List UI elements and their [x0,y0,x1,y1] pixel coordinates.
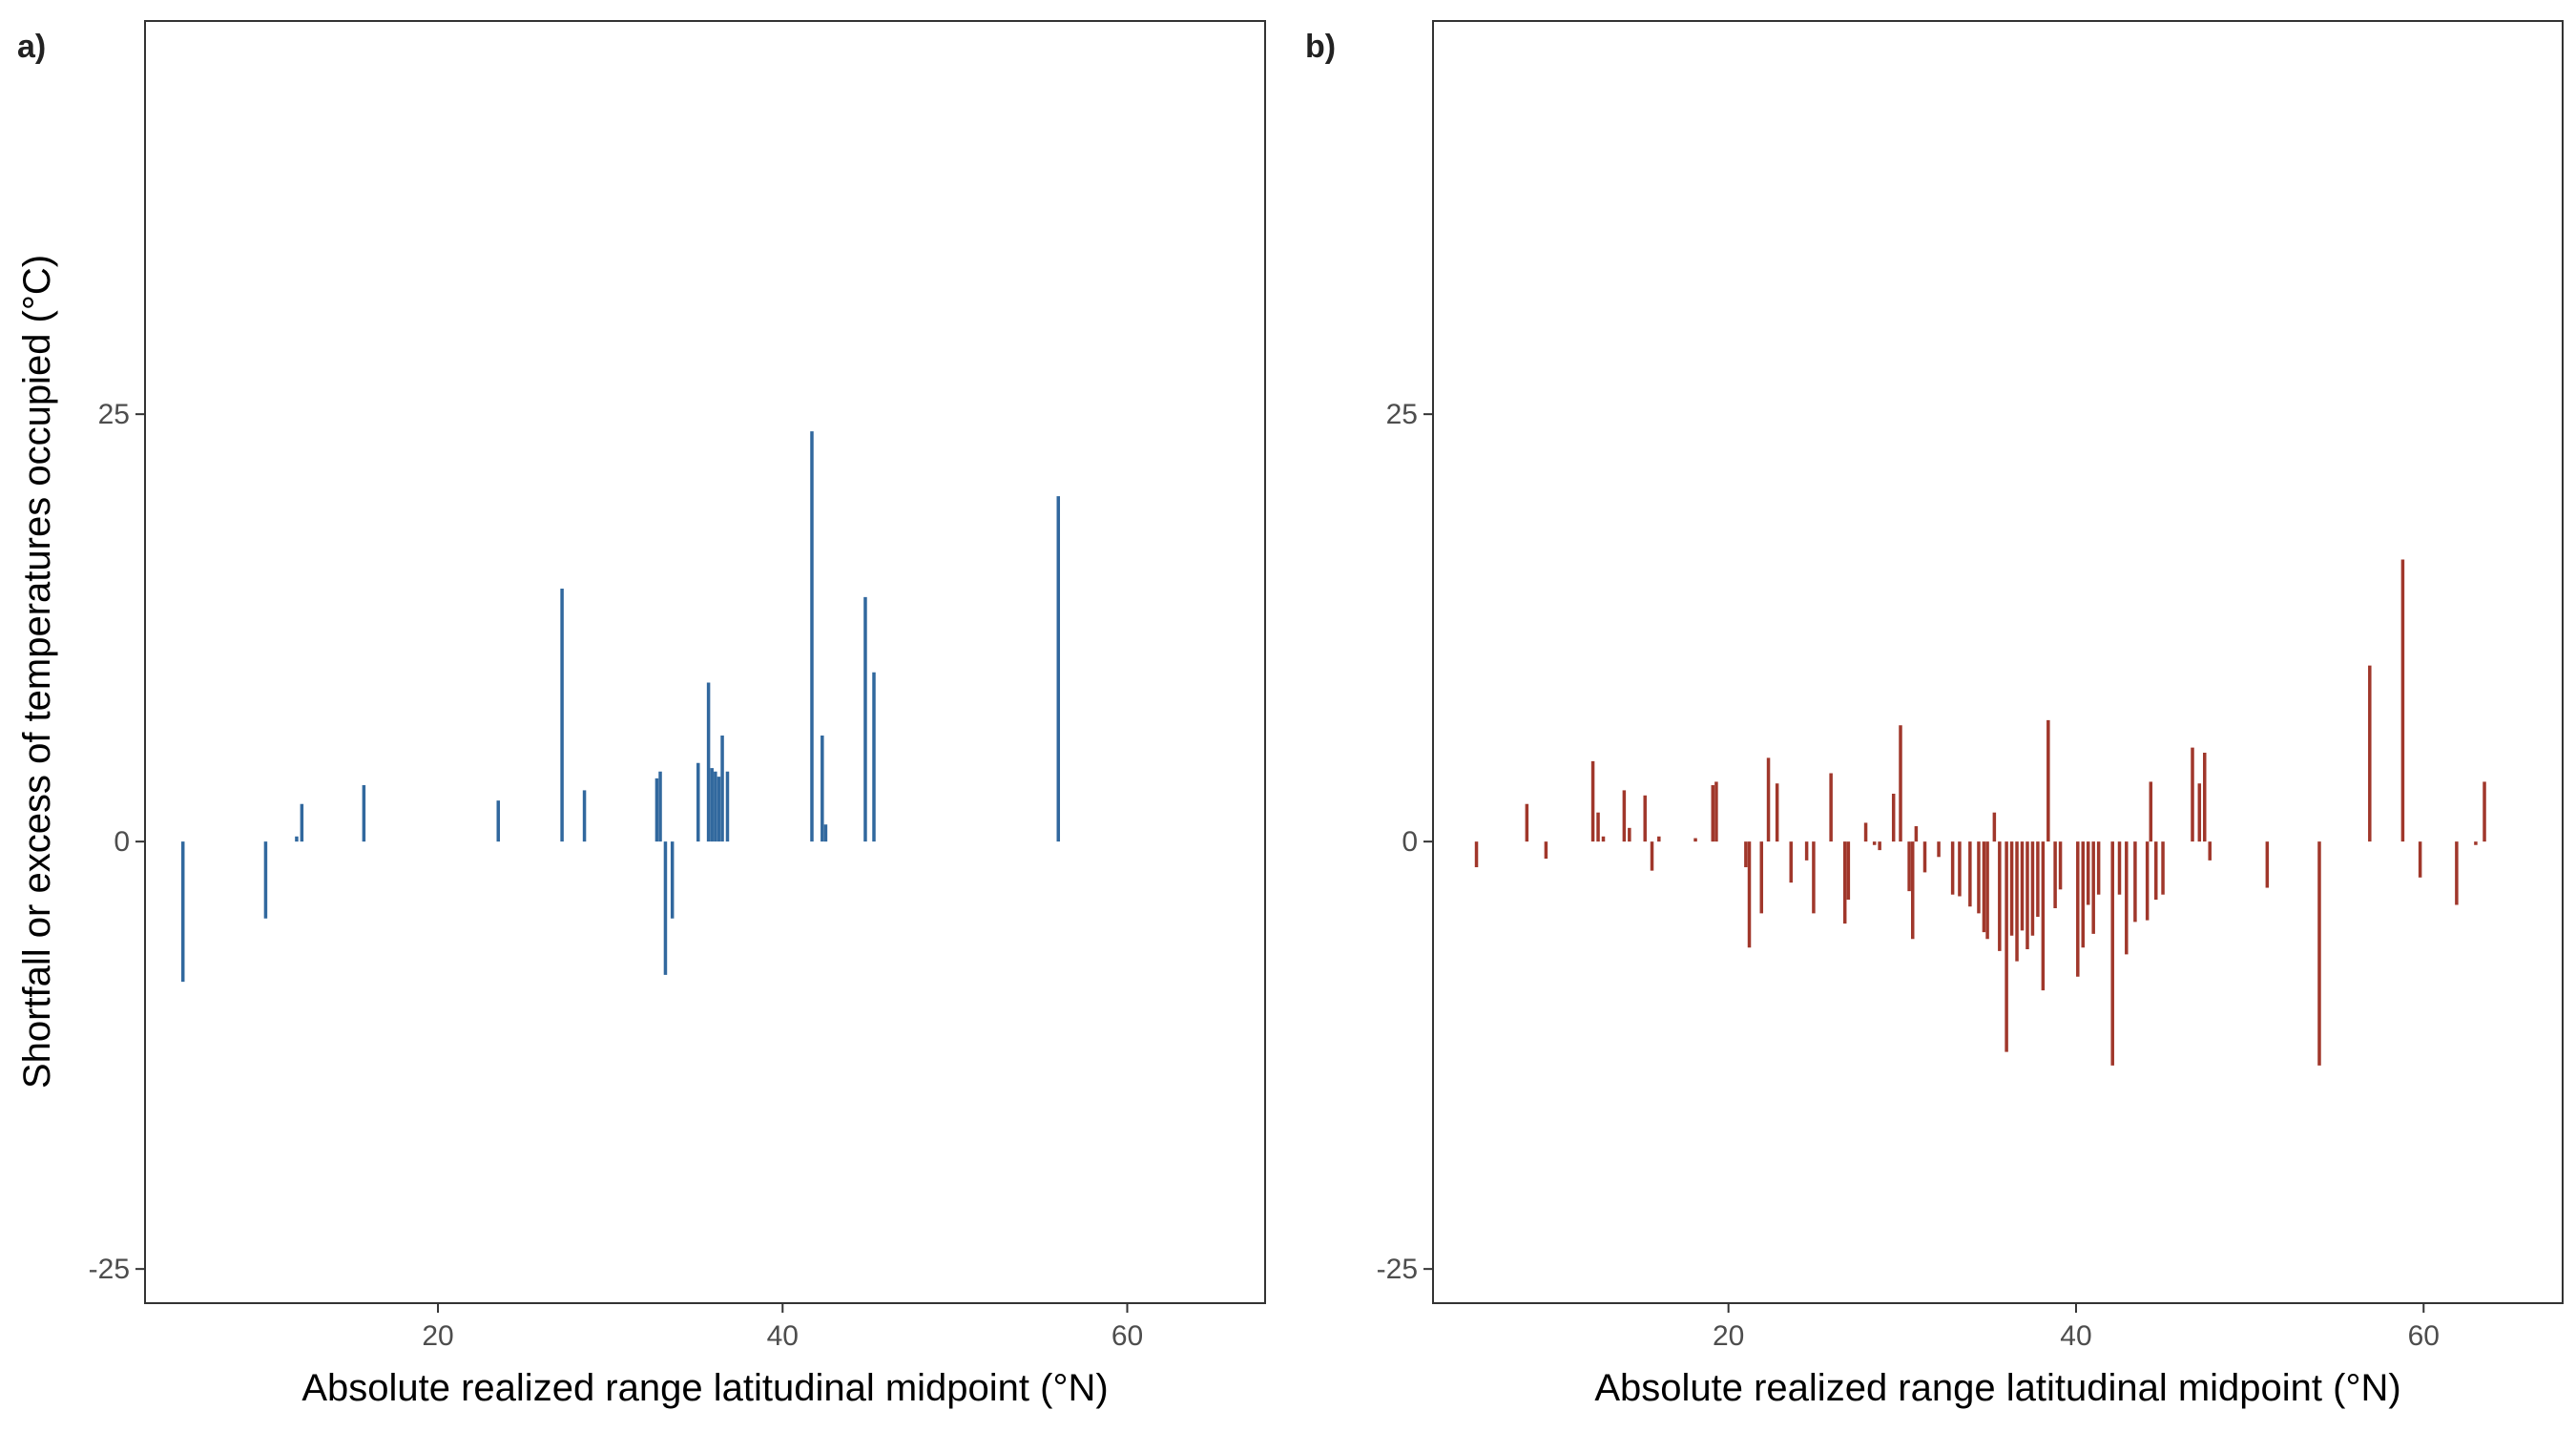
y-tick-label: 0 [114,826,130,858]
x-tick-label: 20 [1713,1320,1744,1352]
panel-a-bars [180,431,1061,983]
y-tick-label: 25 [1386,399,1418,430]
panel-b-frame [1432,20,2564,1304]
y-tick-label: -25 [89,1254,130,1285]
y-axis-title: Shortfall or excess of temperatures occu… [16,255,58,1089]
panel-a-x-ticks: 20 40 60 [422,1303,1143,1352]
y-tick-label: 0 [1402,826,1418,858]
x-tick-label: 40 [767,1320,799,1352]
panel-a-frame [144,20,1266,1304]
panel-b-y-ticks: -25 0 25 [1377,399,1433,1285]
panel-b-label: b) [1305,29,1336,65]
panel-a-y-ticks: -25 0 25 [89,399,145,1285]
panel-b-bars [1474,559,2486,1066]
x-tick-label: 60 [1111,1320,1143,1352]
panel-b: b) -25 0 25 20 40 60 Absolute realized range… [1305,20,2564,1409]
x-tick-label: 20 [422,1320,453,1352]
y-tick-label: -25 [1377,1254,1418,1285]
panel-a: a) -25 0 25 20 40 60 Absolute realized range… [17,20,1266,1409]
panel-a-label: a) [17,29,46,65]
panel-b-x-ticks: 20 40 60 [1713,1303,2440,1352]
panel-b-x-axis-title: Absolute realized range latitudinal midp… [1594,1367,2400,1409]
x-tick-label: 40 [2060,1320,2091,1352]
y-tick-label: 25 [98,399,130,430]
x-tick-label: 60 [2408,1320,2440,1352]
panel-a-x-axis-title: Absolute realized range latitudinal midp… [301,1367,1108,1409]
